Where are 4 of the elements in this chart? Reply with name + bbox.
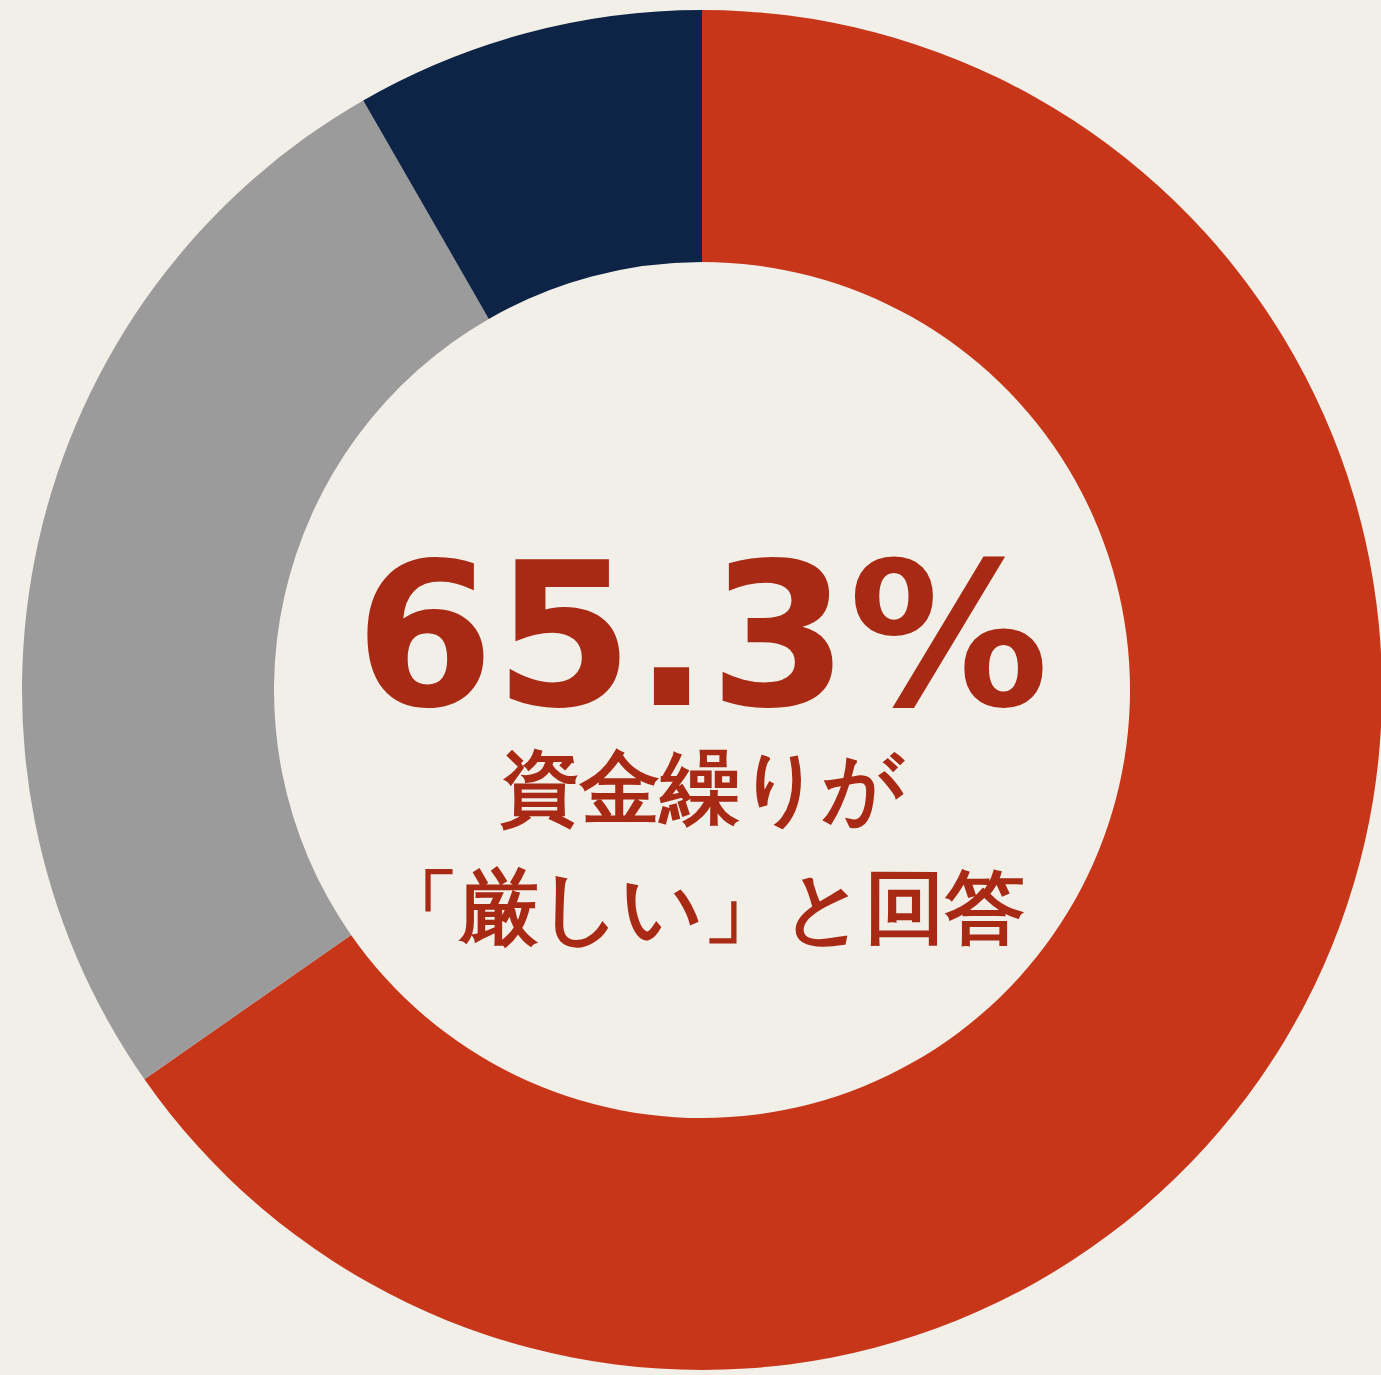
donut-slice — [363, 10, 702, 319]
donut-slice — [144, 10, 1381, 1369]
text: 資金繰りが — [500, 741, 905, 834]
text: 「厳しい」と回答 — [379, 861, 1025, 954]
